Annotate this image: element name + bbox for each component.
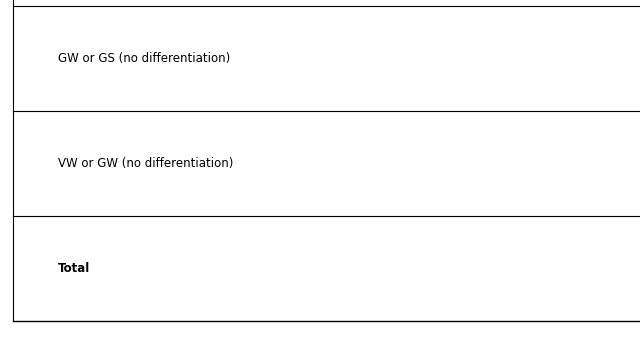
Text: GW or GS (no differentiation): GW or GS (no differentiation) <box>58 52 230 65</box>
Text: VW or GW (no differentiation): VW or GW (no differentiation) <box>58 157 233 170</box>
Text: Total: Total <box>58 262 90 275</box>
